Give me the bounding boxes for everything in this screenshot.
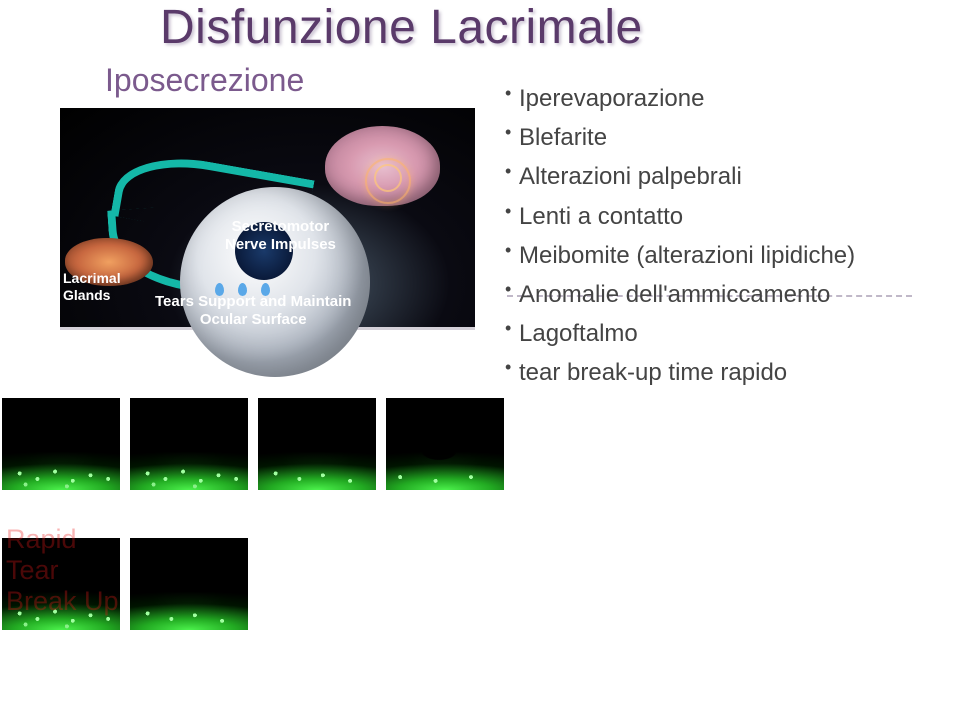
- list-item: Anomalie dell'ammiccamento: [505, 276, 945, 313]
- label-ocular-surface: Ocular Surface Neural Stimulation: [370, 328, 470, 378]
- list-item: Blefarite: [505, 119, 945, 156]
- label-secretomotor: Secretomotor Nerve Impulses: [225, 218, 336, 254]
- tear-film-thumb: [130, 538, 248, 630]
- watermark-rapid-tear: Rapid Tear Break Up: [6, 524, 119, 617]
- slide-subtitle: Iposecrezione: [105, 62, 304, 99]
- thumbnail-row-1: [2, 398, 504, 490]
- tear-film-thumb: [386, 398, 504, 490]
- tear-film-thumb: [2, 398, 120, 490]
- list-item: tear break-up time rapido: [505, 354, 945, 391]
- lacrimal-diagram: Lacrimal Glands Secretomotor Nerve Impul…: [60, 108, 475, 330]
- list-item: Lagoftalmo: [505, 315, 945, 352]
- eye-icon: [180, 187, 370, 377]
- label-tears-support: Tears Support and Maintain Ocular Surfac…: [155, 293, 351, 329]
- list-item: Meibomite (alterazioni lipidiche): [505, 237, 945, 274]
- tear-film-thumb: [258, 398, 376, 490]
- list-item: Alterazioni palpebrali: [505, 158, 945, 195]
- slide-title: Disfunzione Lacrimale: [160, 0, 643, 55]
- tear-film-thumb: [130, 398, 248, 490]
- brain-icon: [325, 126, 440, 206]
- hyperevaporation-list: Iperevaporazione Blefarite Alterazioni p…: [505, 80, 945, 394]
- list-item: Iperevaporazione: [505, 80, 945, 117]
- list-item: Lenti a contatto: [505, 198, 945, 235]
- label-lacrimal-glands: Lacrimal Glands: [63, 270, 121, 304]
